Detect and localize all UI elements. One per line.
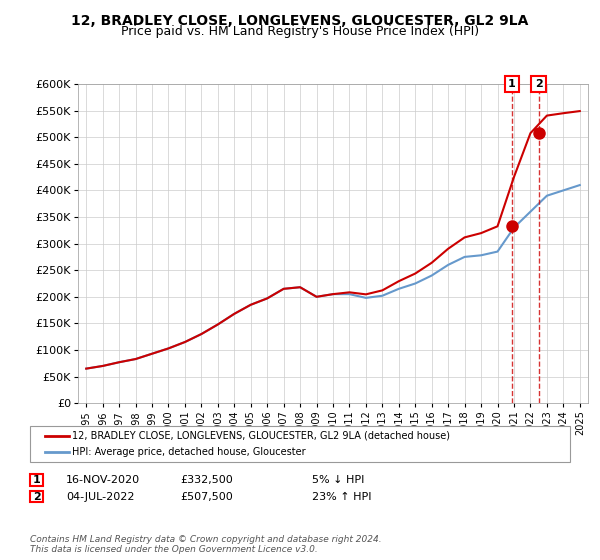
Text: 12, BRADLEY CLOSE, LONGLEVENS, GLOUCESTER, GL2 9LA (detached house): 12, BRADLEY CLOSE, LONGLEVENS, GLOUCESTE… — [72, 431, 450, 441]
Text: 2: 2 — [33, 492, 40, 502]
Text: £332,500: £332,500 — [180, 475, 233, 485]
Text: 04-JUL-2022: 04-JUL-2022 — [66, 492, 134, 502]
Text: 1: 1 — [33, 475, 40, 485]
Text: 2: 2 — [535, 79, 542, 89]
Text: 5% ↓ HPI: 5% ↓ HPI — [312, 475, 364, 485]
Text: HPI: Average price, detached house, Gloucester: HPI: Average price, detached house, Glou… — [72, 447, 305, 457]
Text: £507,500: £507,500 — [180, 492, 233, 502]
Text: 12, BRADLEY CLOSE, LONGLEVENS, GLOUCESTER, GL2 9LA: 12, BRADLEY CLOSE, LONGLEVENS, GLOUCESTE… — [71, 14, 529, 28]
Text: 23% ↑ HPI: 23% ↑ HPI — [312, 492, 371, 502]
Text: 1: 1 — [508, 79, 516, 89]
Text: Contains HM Land Registry data © Crown copyright and database right 2024.
This d: Contains HM Land Registry data © Crown c… — [30, 535, 382, 554]
Text: Price paid vs. HM Land Registry's House Price Index (HPI): Price paid vs. HM Land Registry's House … — [121, 25, 479, 38]
Text: 16-NOV-2020: 16-NOV-2020 — [66, 475, 140, 485]
